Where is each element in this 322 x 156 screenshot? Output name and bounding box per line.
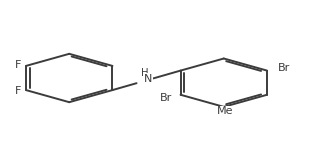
Text: F: F bbox=[15, 86, 21, 96]
Text: Br: Br bbox=[278, 63, 290, 73]
Text: H: H bbox=[141, 68, 149, 78]
Text: Br: Br bbox=[160, 93, 172, 103]
Text: F: F bbox=[15, 60, 21, 70]
Text: Me: Me bbox=[217, 106, 234, 116]
Text: N: N bbox=[144, 74, 152, 84]
